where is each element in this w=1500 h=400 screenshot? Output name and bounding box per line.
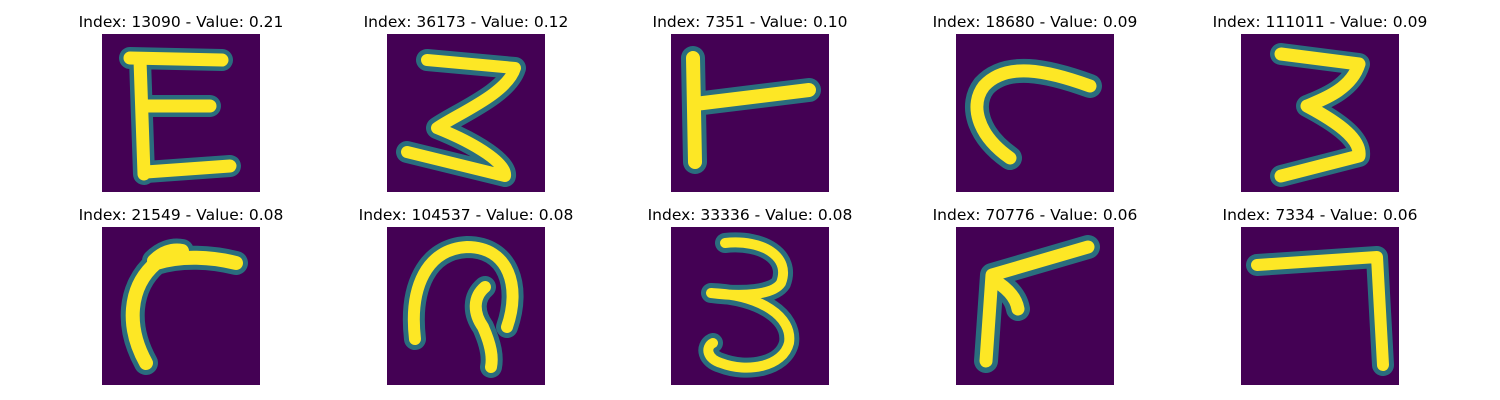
- panel-title: Index: 36173 - Value: 0.12: [363, 13, 569, 31]
- digit-image: [956, 227, 1114, 385]
- panel-title: Index: 7334 - Value: 0.06: [1222, 206, 1418, 224]
- digit-image: [102, 227, 260, 385]
- panel-7: Index: 104537 - Value: 0.08: [359, 205, 573, 395]
- panel-1: Index: 13090 - Value: 0.21: [79, 12, 283, 202]
- digit-image: [387, 34, 545, 192]
- digit-image: [671, 34, 829, 192]
- panel-title: Index: 33336 - Value: 0.08: [647, 206, 853, 224]
- digit-image: [671, 227, 829, 385]
- panel-title: Index: 21549 - Value: 0.08: [78, 206, 284, 224]
- panel-3: Index: 7351 - Value: 0.10: [653, 12, 847, 202]
- digit-image: [956, 34, 1114, 192]
- digit-image: [1241, 227, 1399, 385]
- panel-5: Index: 111011 - Value: 0.09: [1213, 12, 1427, 202]
- panel-2: Index: 36173 - Value: 0.12: [364, 12, 568, 202]
- panel-title: Index: 7351 - Value: 0.10: [652, 13, 848, 31]
- panel-title: Index: 70776 - Value: 0.06: [932, 206, 1138, 224]
- panel-6: Index: 21549 - Value: 0.08: [79, 205, 283, 395]
- panel-title: Index: 104537 - Value: 0.08: [358, 206, 574, 224]
- digit-image: [387, 227, 545, 385]
- panel-title: Index: 13090 - Value: 0.21: [78, 13, 284, 31]
- panel-8: Index: 33336 - Value: 0.08: [648, 205, 852, 395]
- digit-image: [102, 34, 260, 192]
- panel-10: Index: 7334 - Value: 0.06: [1223, 205, 1417, 395]
- panel-4: Index: 18680 - Value: 0.09: [933, 12, 1137, 202]
- panel-title: Index: 111011 - Value: 0.09: [1212, 13, 1428, 31]
- panel-9: Index: 70776 - Value: 0.06: [933, 205, 1137, 395]
- digit-image: [1241, 34, 1399, 192]
- panel-title: Index: 18680 - Value: 0.09: [932, 13, 1138, 31]
